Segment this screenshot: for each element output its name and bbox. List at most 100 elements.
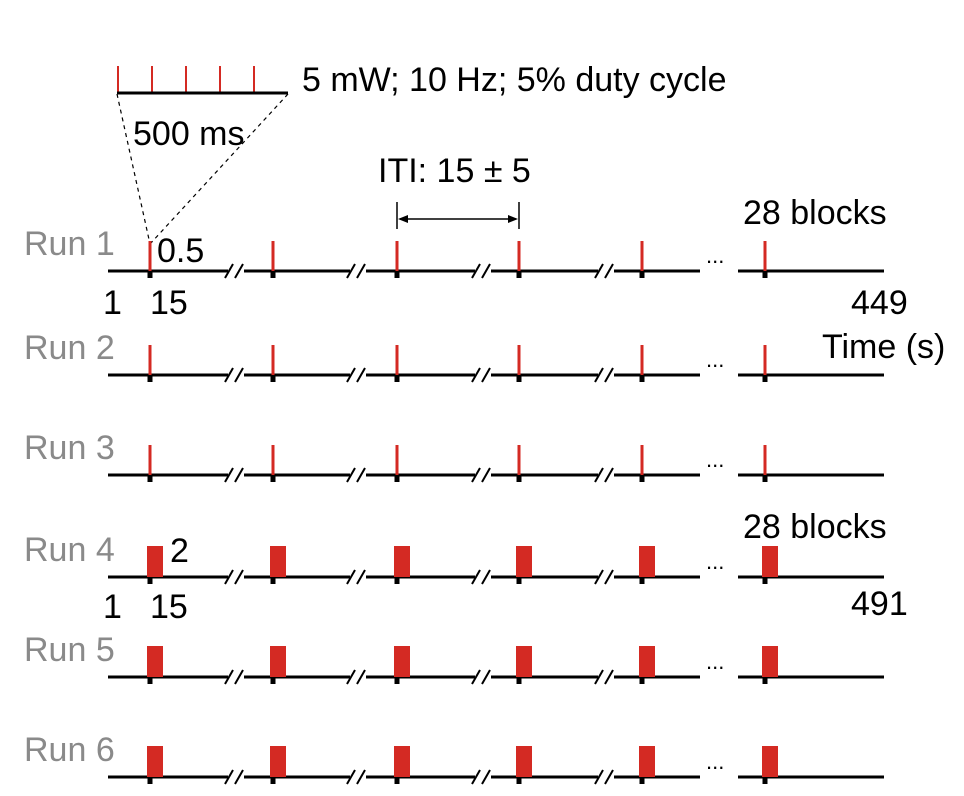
light-pulse-wide	[639, 646, 655, 677]
onset-tick	[147, 677, 153, 684]
axis-break-icon	[224, 467, 244, 483]
axis-break-icon	[346, 769, 366, 785]
iti-arrowhead-right	[508, 215, 518, 223]
axis-break-icon	[224, 263, 244, 279]
light-pulse-short	[148, 445, 152, 475]
onset-tick	[762, 777, 768, 784]
onset-tick	[516, 375, 522, 382]
axis-break-icon	[471, 569, 491, 585]
onset-tick	[270, 677, 276, 684]
axis-break-icon	[346, 669, 366, 685]
onset-tick	[639, 271, 645, 278]
light-pulse-short	[763, 241, 767, 271]
ellipsis: ...	[706, 447, 724, 472]
ellipsis: ...	[706, 347, 724, 372]
axis-end-label-491: 491	[851, 585, 908, 623]
onset-tick	[639, 677, 645, 684]
axis-break-icon	[224, 769, 244, 785]
axis-break-icon	[471, 467, 491, 483]
blocks-count-label-runs-4-6: 28 blocks	[743, 508, 887, 546]
pulse-train-inset: 5 mW; 10 Hz; 5% duty cycle 500 ms	[116, 61, 727, 245]
onset-tick	[270, 577, 276, 584]
onset-tick	[270, 271, 276, 278]
light-pulse-short	[395, 345, 399, 375]
axis-break-icon	[471, 769, 491, 785]
pulse-duration-label-0-5: 0.5	[157, 232, 204, 270]
onset-tick	[270, 475, 276, 482]
light-pulse-short	[517, 445, 521, 475]
light-pulse-wide	[147, 546, 163, 577]
first-onset-label-run-1: 15	[150, 284, 188, 322]
run-row-6: Run 6...	[24, 731, 884, 785]
axis-break-icon	[346, 467, 366, 483]
onset-tick	[147, 271, 153, 278]
run-label: Run 2	[24, 329, 115, 367]
pulse-duration-label-2: 2	[170, 532, 189, 570]
axis-break-icon	[594, 367, 614, 383]
light-pulse-short	[271, 445, 275, 475]
light-pulse-wide	[516, 546, 532, 577]
run-label: Run 5	[24, 631, 115, 669]
light-pulse-wide	[516, 746, 532, 777]
axis-break-icon	[471, 669, 491, 685]
onset-tick	[147, 577, 153, 584]
onset-tick	[270, 777, 276, 784]
axis-break-icon	[594, 467, 614, 483]
light-pulse-short	[148, 345, 152, 375]
onset-tick	[762, 375, 768, 382]
axis-break-icon	[471, 367, 491, 383]
axis-break-icon	[346, 263, 366, 279]
light-pulse-short	[271, 345, 275, 375]
light-pulse-wide	[516, 646, 532, 677]
axis-break-icon	[346, 569, 366, 585]
inset-parameters-text: 5 mW; 10 Hz; 5% duty cycle	[302, 61, 727, 99]
zoom-guide-left	[116, 93, 151, 245]
light-pulse-short	[517, 241, 521, 271]
run-row-3: Run 3...	[24, 429, 884, 483]
onset-tick	[147, 777, 153, 784]
light-pulse-wide	[147, 646, 163, 677]
axis-break-icon	[471, 263, 491, 279]
run-row-1: Run 1...	[24, 225, 884, 279]
onset-tick	[639, 475, 645, 482]
light-pulse-wide	[394, 546, 410, 577]
light-pulse-wide	[270, 546, 286, 577]
onset-tick	[762, 475, 768, 482]
iti-arrowhead-left	[398, 215, 408, 223]
ellipsis: ...	[706, 749, 724, 774]
axis-start-label-run-1: 1	[103, 284, 122, 322]
light-pulse-short	[763, 345, 767, 375]
light-pulse-wide	[762, 546, 778, 577]
axis-break-icon	[224, 669, 244, 685]
light-pulse-short	[271, 241, 275, 271]
onset-tick	[394, 777, 400, 784]
run-row-2: Run 2...	[24, 329, 884, 383]
onset-tick	[394, 375, 400, 382]
ellipsis: ...	[706, 243, 724, 268]
run-row-5: Run 5...	[24, 631, 884, 685]
axis-break-icon	[224, 569, 244, 585]
axis-break-icon	[594, 669, 614, 685]
onset-tick	[762, 577, 768, 584]
blocks-count-label-runs-1-3: 28 blocks	[743, 194, 887, 232]
onset-tick	[147, 475, 153, 482]
onset-tick	[639, 777, 645, 784]
onset-tick	[762, 271, 768, 278]
light-pulse-wide	[394, 646, 410, 677]
light-pulse-short	[395, 241, 399, 271]
axis-break-icon	[594, 569, 614, 585]
light-pulse-wide	[639, 546, 655, 577]
light-pulse-short	[395, 445, 399, 475]
light-pulse-wide	[147, 746, 163, 777]
axis-break-icon	[224, 367, 244, 383]
iti-annotation: ITI: 15 ± 5	[378, 152, 531, 229]
light-pulse-short	[640, 445, 644, 475]
onset-tick	[516, 777, 522, 784]
onset-tick	[270, 375, 276, 382]
onset-tick	[394, 271, 400, 278]
light-pulse-wide	[270, 746, 286, 777]
zoom-guide-right	[149, 93, 289, 245]
run-label: Run 4	[24, 531, 115, 569]
axis-end-label-449: 449	[851, 284, 908, 322]
